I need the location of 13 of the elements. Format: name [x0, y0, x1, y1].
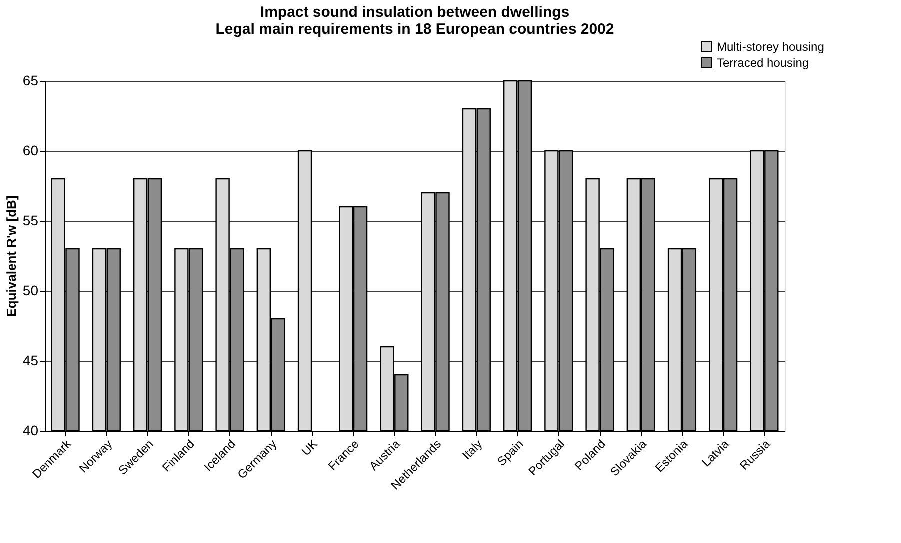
y-tick-label: 45 [22, 352, 39, 368]
y-tick-label: 40 [22, 422, 39, 438]
legend-label: Multi-storey housing [717, 40, 824, 54]
y-tick-label: 50 [22, 282, 39, 298]
text: Impact sound insulation between dwellings [260, 4, 570, 21]
legend-label: Terraced housing [717, 56, 810, 70]
text: Legal main requirements in 18 European countries 2002 [216, 21, 614, 38]
y-axis-title: Equivalent R'w [dB] [4, 196, 19, 318]
x-tick-label: UK [299, 437, 321, 459]
x-tick-label: Italy [460, 437, 486, 463]
y-tick-label: 60 [22, 142, 39, 158]
y-tick-label: 55 [22, 212, 39, 228]
y-tick-label: 65 [22, 72, 39, 88]
